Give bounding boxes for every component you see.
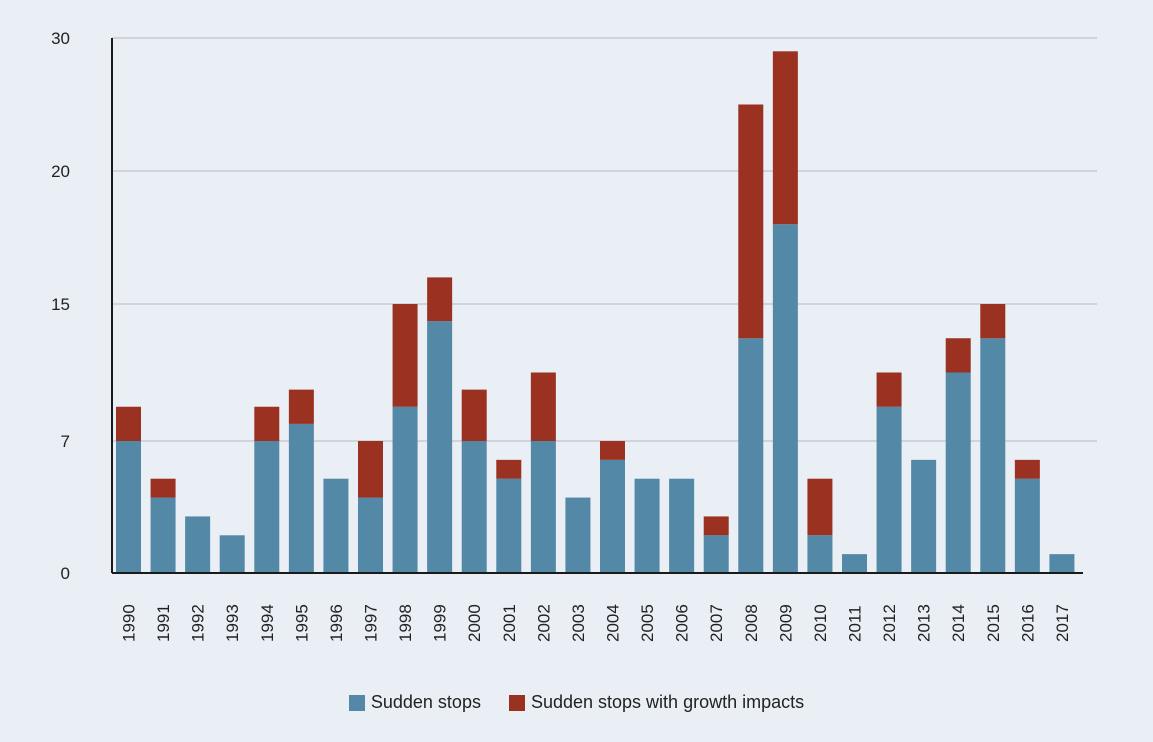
bar-sudden-stops-2014 <box>945 372 971 573</box>
x-tick-labels: 1990 1991 1992 1993 1994 1995 1996 1997 1998 1999… <box>120 604 1072 642</box>
bar-growth-impacts-2008 <box>738 104 764 339</box>
bar-sudden-stops-2015 <box>980 338 1006 573</box>
legend-swatch-sudden-stops-growth <box>508 694 525 711</box>
bar-sudden-stops-1991 <box>150 497 176 573</box>
bar-sudden-stops-1999 <box>427 321 453 574</box>
bar-sudden-stops-1995 <box>288 423 314 574</box>
x-tick-label: 1996 <box>327 604 346 642</box>
bar-sudden-stops-2000 <box>461 441 487 573</box>
y-tick-labels: 0 7 15 20 30 <box>51 29 70 583</box>
x-tick-label: 1994 <box>258 604 277 642</box>
bar-sudden-stops-2005 <box>634 478 660 573</box>
x-tick-label: 1997 <box>362 604 381 642</box>
bar-sudden-stops-1990 <box>116 441 141 573</box>
bar-sudden-stops-1996 <box>323 478 349 573</box>
x-tick-label: 2017 <box>1053 604 1072 642</box>
bar-growth-impacts-2001 <box>496 459 522 479</box>
x-tick-label: 2001 <box>500 604 519 642</box>
x-tick-label: 2000 <box>465 604 484 642</box>
axes <box>111 38 1083 574</box>
x-tick-label: 1990 <box>120 604 139 642</box>
bar-growth-impacts-2002 <box>530 372 556 441</box>
bar-growth-impacts-1999 <box>427 277 453 322</box>
bar-growth-impacts-2010 <box>807 478 833 536</box>
bar-growth-impacts-2007 <box>703 516 729 536</box>
y-tick-label: 15 <box>51 295 70 314</box>
y-tick-label: 7 <box>61 432 70 451</box>
x-tick-label: 2003 <box>569 604 588 642</box>
bar-growth-impacts-2012 <box>876 372 902 407</box>
y-tick-label: 30 <box>51 29 70 48</box>
bar-sudden-stops-1992 <box>185 516 211 573</box>
y-tick-label: 0 <box>61 564 70 583</box>
bar-sudden-stops-1993 <box>219 535 245 573</box>
bar-growth-impacts-1997 <box>358 441 383 498</box>
bar-growth-impacts-2000 <box>461 389 487 442</box>
legend-label-sudden-stops-growth: Sudden stops with growth impacts <box>530 692 805 712</box>
x-tick-label: 1992 <box>189 604 208 642</box>
x-tick-label: 2013 <box>915 604 934 642</box>
bar-sudden-stops-2004 <box>600 459 625 573</box>
bar-growth-impacts-2004 <box>600 441 625 460</box>
x-tick-label: 2015 <box>984 604 1003 642</box>
x-tick-label: 1995 <box>292 604 311 642</box>
bar-sudden-stops-1997 <box>358 497 383 573</box>
bar-sudden-stops-2017 <box>1049 554 1075 573</box>
bar-growth-impacts-1998 <box>392 304 418 407</box>
x-tick-label: 2008 <box>742 604 761 642</box>
x-tick-label: 2014 <box>949 604 968 642</box>
bar-growth-impacts-2015 <box>980 304 1006 339</box>
x-tick-label: 2005 <box>638 604 657 642</box>
x-tick-label: 1999 <box>431 604 450 642</box>
bar-sudden-stops-2002 <box>530 441 556 573</box>
bar-sudden-stops-2003 <box>565 497 591 573</box>
bar-sudden-stops-2007 <box>703 535 729 573</box>
legend-item-sudden-stops-growth: Sudden stops with growth impacts <box>508 692 805 713</box>
bar-sudden-stops-2010 <box>807 535 833 573</box>
bar-growth-impacts-1995 <box>288 389 314 424</box>
bar-sudden-stops-2001 <box>496 478 522 573</box>
x-tick-label: 2009 <box>776 604 795 642</box>
bar-growth-impacts-1991 <box>150 478 176 498</box>
x-tick-label: 2012 <box>880 604 899 642</box>
x-tick-label: 2010 <box>811 604 830 642</box>
bar-sudden-stops-2006 <box>669 478 695 573</box>
bar-growth-impacts-1994 <box>254 406 280 441</box>
bars <box>116 51 1075 574</box>
bar-sudden-stops-2013 <box>911 459 937 573</box>
bar-sudden-stops-2009 <box>772 224 798 573</box>
x-tick-label: 2011 <box>846 605 865 642</box>
legend-item-sudden-stops: Sudden stops <box>348 692 481 713</box>
bar-sudden-stops-2016 <box>1014 478 1040 573</box>
bar-growth-impacts-2016 <box>1014 459 1040 479</box>
x-tick-label: 2016 <box>1018 604 1037 642</box>
x-tick-label: 1991 <box>154 604 173 642</box>
bar-growth-impacts-1990 <box>116 406 141 441</box>
bar-sudden-stops-2008 <box>738 338 764 573</box>
legend-swatch-sudden-stops <box>348 694 365 711</box>
y-tick-label: 20 <box>51 162 70 181</box>
x-tick-label: 1998 <box>396 604 415 642</box>
x-tick-label: 1993 <box>223 604 242 642</box>
bar-growth-impacts-2014 <box>945 338 971 373</box>
x-tick-label: 2004 <box>604 604 623 642</box>
legend: Sudden stops Sudden stops with growth im… <box>0 692 1153 713</box>
x-tick-label: 2006 <box>673 604 692 642</box>
bar-sudden-stops-2011 <box>842 554 867 573</box>
x-tick-label: 2002 <box>534 604 553 642</box>
bar-sudden-stops-2012 <box>876 406 902 573</box>
bar-sudden-stops-1994 <box>254 441 280 573</box>
bar-growth-impacts-2009 <box>772 51 798 225</box>
legend-label-sudden-stops: Sudden stops <box>370 692 481 712</box>
x-tick-label: 2007 <box>707 604 726 642</box>
bar-sudden-stops-1998 <box>392 406 418 573</box>
